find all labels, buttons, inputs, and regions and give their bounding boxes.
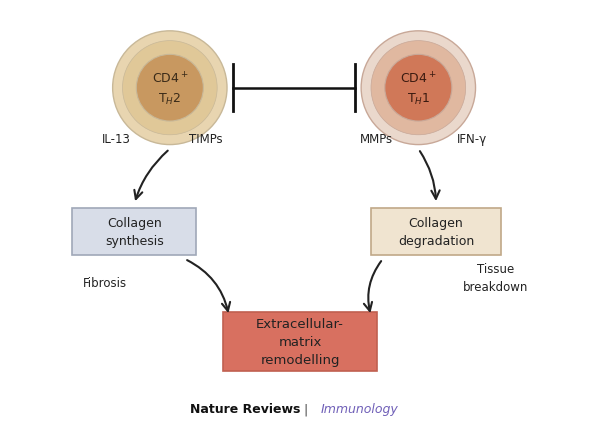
Text: IL-13: IL-13 <box>102 132 131 146</box>
Text: MMPs: MMPs <box>361 132 394 146</box>
Text: CD4$^+$: CD4$^+$ <box>152 71 188 87</box>
Text: Extracellular-
matrix
remodelling: Extracellular- matrix remodelling <box>256 317 344 366</box>
Text: T$_H$1: T$_H$1 <box>407 92 430 107</box>
FancyBboxPatch shape <box>223 312 377 371</box>
Text: CD4$^+$: CD4$^+$ <box>400 71 437 87</box>
Ellipse shape <box>136 55 203 122</box>
Text: Collagen
degradation: Collagen degradation <box>398 216 474 247</box>
Text: IFN-γ: IFN-γ <box>457 132 487 146</box>
Text: Immunology: Immunology <box>321 402 398 415</box>
Text: Collagen
synthesis: Collagen synthesis <box>105 216 164 247</box>
Text: T$_H$2: T$_H$2 <box>158 92 181 107</box>
Text: |: | <box>303 402 307 415</box>
Text: Fibrosis: Fibrosis <box>83 276 127 289</box>
Ellipse shape <box>385 55 452 122</box>
Text: Tissue
breakdown: Tissue breakdown <box>463 263 528 294</box>
Ellipse shape <box>371 42 466 135</box>
FancyBboxPatch shape <box>371 209 501 255</box>
Ellipse shape <box>113 32 227 145</box>
FancyBboxPatch shape <box>72 209 196 255</box>
Text: Nature Reviews: Nature Reviews <box>190 402 300 415</box>
Ellipse shape <box>122 42 217 135</box>
Text: TIMPs: TIMPs <box>188 132 222 146</box>
Ellipse shape <box>361 32 476 145</box>
